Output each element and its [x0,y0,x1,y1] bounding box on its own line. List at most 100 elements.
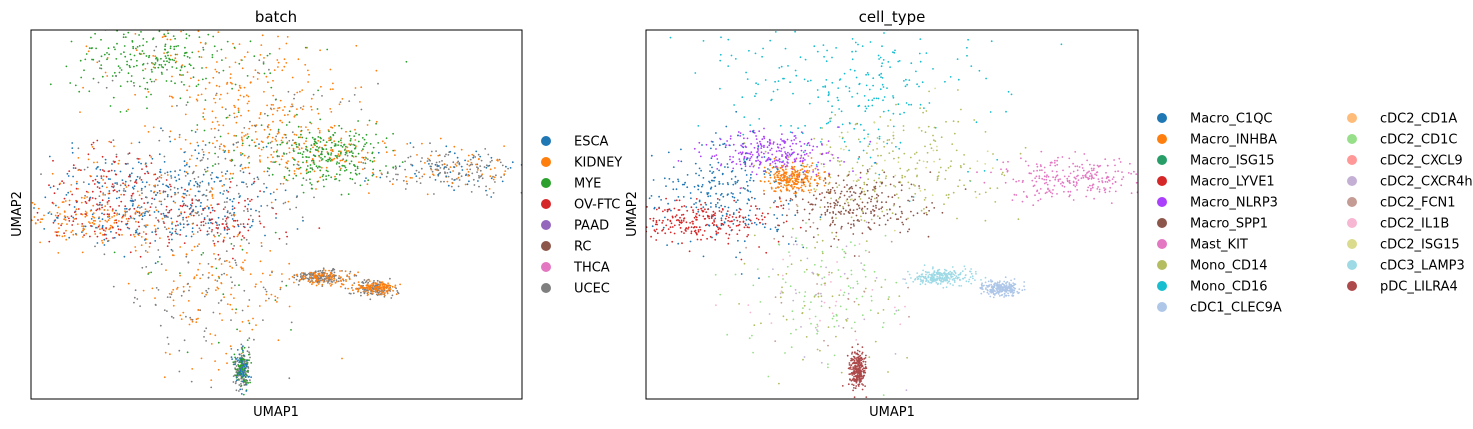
data-point [232,225,234,227]
data-point [854,28,856,30]
data-point [89,222,91,225]
data-point [72,175,74,178]
data-point [121,234,123,236]
data-point [700,207,702,210]
data-point [246,185,249,188]
data-point [437,165,440,167]
data-point [851,50,853,53]
data-point [991,167,994,170]
data-point [317,150,320,153]
data-point [882,59,885,61]
data-point [927,125,930,128]
data-point [330,275,333,278]
data-point [830,117,833,120]
data-point [234,312,237,314]
data-point [196,231,199,233]
data-point [132,217,135,220]
data-point [883,96,886,98]
data-point [288,110,291,113]
data-point [145,165,148,168]
data-point [40,173,42,176]
data-point [249,200,251,203]
data-point [188,194,191,196]
data-point [221,319,224,321]
data-point [129,207,132,210]
data-point [719,228,722,230]
data-point [106,203,109,205]
data-point [251,220,254,223]
data-point [323,144,326,147]
data-point [355,173,358,176]
data-point [892,204,895,207]
data-point [881,83,884,86]
data-point [922,160,925,163]
data-point [322,267,325,270]
data-point [191,318,194,321]
data-point [242,351,244,353]
data-point [259,222,262,225]
data-point [126,60,128,63]
data-point [163,60,165,63]
data-point [871,99,874,102]
data-point [702,255,705,258]
data-point [1024,146,1027,149]
data-point [293,281,295,284]
data-point [456,161,459,164]
legend-label: UCEC [574,282,610,297]
data-point [122,189,125,192]
data-point [807,142,810,144]
data-point [109,224,112,227]
data-point [74,210,77,213]
data-point [897,161,900,164]
data-point [179,272,181,275]
data-point [111,208,114,211]
data-point [324,269,327,272]
data-point [713,219,715,222]
data-point [815,175,818,178]
data-point [817,96,820,99]
data-point [245,390,248,392]
data-point [230,319,232,321]
data-point [769,228,772,231]
data-point [969,179,971,182]
data-point [147,91,150,93]
data-point [780,200,782,203]
data-point [373,156,375,159]
data-point [721,173,724,176]
data-point [711,214,713,217]
data-point [671,215,674,218]
data-point [65,65,68,68]
data-point [325,175,327,178]
data-point [294,114,296,117]
data-point [229,265,232,268]
data-point [771,161,774,163]
data-point [443,166,446,169]
data-point [892,150,894,153]
data-point [85,212,88,214]
data-point [165,228,168,231]
data-point [116,42,118,45]
data-point [182,218,185,221]
data-point [845,145,847,148]
data-point [247,376,250,378]
data-point [153,49,156,52]
data-point [317,89,319,92]
data-point [330,111,333,113]
data-point [105,86,108,89]
data-point [707,195,710,198]
data-point [84,225,87,228]
data-point [825,122,828,125]
data-point [113,161,116,164]
data-point [330,152,333,155]
data-point [806,169,809,172]
data-point [913,153,916,155]
data-point [75,217,77,220]
data-point [49,186,52,189]
data-point [830,197,832,200]
data-point [665,185,667,188]
data-point [485,164,488,167]
data-point [886,139,889,142]
data-point [229,181,232,183]
legend-label: ESCA [574,135,609,150]
data-point [721,214,724,217]
